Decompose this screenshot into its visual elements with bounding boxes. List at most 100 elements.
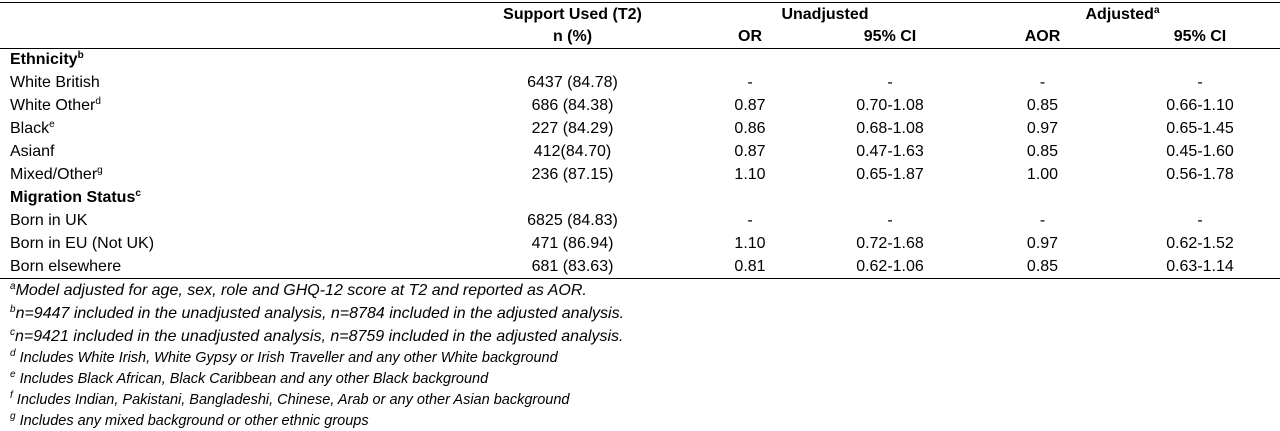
row-label-text: Born in UK [10, 212, 88, 229]
footnote-mark: d [10, 348, 16, 359]
data-cell: - [815, 71, 965, 94]
footnote-text: Includes Indian, Pakistani, Bangladeshi,… [12, 392, 570, 408]
column-header: AOR [965, 25, 1120, 48]
data-cell-text: - [887, 74, 893, 91]
data-cell: 6437 (84.78) [460, 71, 685, 94]
data-cell: 0.72-1.68 [815, 232, 965, 255]
row-label-text: Mixed/Other [10, 166, 98, 183]
column-header-text: 95% CI [1173, 28, 1227, 45]
header-rule [0, 48, 1280, 49]
data-cell: 0.68-1.08 [815, 117, 965, 140]
data-cell-text: 6825 (84.83) [527, 212, 618, 229]
data-cell-text: 0.70-1.08 [856, 97, 924, 114]
column-header-text: 95% CI [863, 28, 917, 45]
data-cell: - [1120, 209, 1280, 232]
section-title: Ethnicityb [10, 48, 450, 71]
header-cell: Unadjusted [685, 3, 965, 26]
data-cell-text: 0.63-1.14 [1166, 258, 1234, 275]
header-support: Support Used (T2) [503, 6, 642, 23]
row-label: Blacke [10, 117, 450, 140]
data-cell: 0.85 [965, 140, 1120, 163]
data-cell: 681 (83.63) [460, 255, 685, 278]
row-label: Born in UK [10, 209, 450, 232]
data-cell-text: - [1197, 74, 1203, 91]
data-cell-text: - [1039, 74, 1046, 91]
header-cell: Support Used (T2) [460, 3, 685, 26]
data-cell: 0.97 [965, 117, 1120, 140]
row-label-text-sup: e [49, 119, 55, 130]
footnote: d Includes White Irish, White Gypsy or I… [10, 348, 558, 369]
row-label-text: Black [10, 120, 50, 137]
data-cell: 0.81 [685, 255, 815, 278]
data-cell-text: - [1197, 212, 1203, 229]
data-cell-text: 0.85 [1026, 97, 1059, 114]
data-cell: - [685, 209, 815, 232]
section-title-text: Migration Status [10, 189, 136, 206]
data-cell: 1.00 [965, 163, 1120, 186]
data-cell: - [965, 209, 1120, 232]
data-cell-text: 681 (83.63) [531, 258, 614, 275]
footnote-text: Includes Black African, Black Caribbean … [15, 371, 489, 387]
footnote-text: Includes any mixed background or other e… [15, 413, 369, 429]
data-cell: 0.66-1.10 [1120, 94, 1280, 117]
data-cell: 0.85 [965, 255, 1120, 278]
data-cell-text: 0.87 [734, 97, 766, 114]
row-label: Born in EU (Not UK) [10, 232, 450, 255]
data-cell-text: 0.45-1.60 [1166, 143, 1234, 160]
row-label-text: Born in EU (Not UK) [10, 235, 155, 252]
data-cell: - [685, 71, 815, 94]
column-header-text: OR [738, 28, 762, 45]
footnote-mark: b [10, 304, 16, 315]
data-cell-text: - [747, 212, 753, 229]
data-cell: 0.70-1.08 [815, 94, 965, 117]
data-cell-text: 412(84.70) [533, 143, 612, 160]
column-header: n (%) [460, 25, 685, 48]
data-cell-text: 0.62-1.52 [1166, 235, 1234, 252]
header-adjusted-sup: a [1153, 5, 1160, 16]
row-label-text-sup: d [95, 96, 101, 107]
data-cell-text: 0.56-1.78 [1166, 166, 1234, 183]
data-cell: 6825 (84.83) [460, 209, 685, 232]
data-cell-text: 0.65-1.87 [856, 166, 924, 183]
data-cell: 0.87 [685, 140, 815, 163]
footnote-text: Model adjusted for age, sex, role and GH… [15, 282, 587, 299]
row-label-text: Born elsewhere [10, 258, 122, 275]
data-cell-text: 0.87 [734, 143, 766, 160]
top-rule [0, 2, 1280, 3]
section-title: Migration Statusc [10, 186, 450, 209]
footnote: aModel adjusted for age, sex, role and G… [10, 279, 587, 302]
data-cell-text: - [1039, 212, 1046, 229]
row-label: Born elsewhere [10, 255, 450, 278]
data-cell: 0.86 [685, 117, 815, 140]
footnote: g Includes any mixed background or other… [10, 411, 369, 431]
footnote-mark: c [10, 327, 15, 338]
row-label: White Otherd [10, 94, 450, 117]
footnote-text: n=9447 included in the unadjusted analys… [15, 305, 625, 322]
data-cell-text: - [887, 212, 893, 229]
data-cell: 0.56-1.78 [1120, 163, 1280, 186]
footnote-text: n=9421 included in the unadjusted analys… [15, 328, 624, 345]
column-header: 95% CI [1120, 25, 1280, 48]
data-cell: 236 (87.15) [460, 163, 685, 186]
data-cell: 0.63-1.14 [1120, 255, 1280, 278]
section-title-text: Ethnicity [10, 51, 78, 68]
data-cell-text: 0.62-1.06 [856, 258, 924, 275]
data-cell: - [1120, 71, 1280, 94]
header-adjusted: Adjusted [1085, 6, 1154, 23]
row-label-text: Asianf [10, 143, 55, 160]
data-cell: 0.87 [685, 94, 815, 117]
column-header-text: n (%) [552, 28, 593, 45]
header-unadjusted: Unadjusted [781, 6, 869, 23]
data-cell: 0.65-1.45 [1120, 117, 1280, 140]
data-cell: 471 (86.94) [460, 232, 685, 255]
footnote-mark: f [10, 390, 13, 401]
data-cell-text: 0.86 [734, 120, 766, 137]
data-cell-text: 0.85 [1026, 143, 1059, 160]
footnote: bn=9447 included in the unadjusted analy… [10, 302, 624, 325]
data-cell-text: 0.66-1.10 [1166, 97, 1234, 114]
data-cell: 686 (84.38) [460, 94, 685, 117]
data-cell-text: 0.68-1.08 [856, 120, 924, 137]
data-cell: - [815, 209, 965, 232]
data-cell-text: 236 (87.15) [531, 166, 614, 183]
